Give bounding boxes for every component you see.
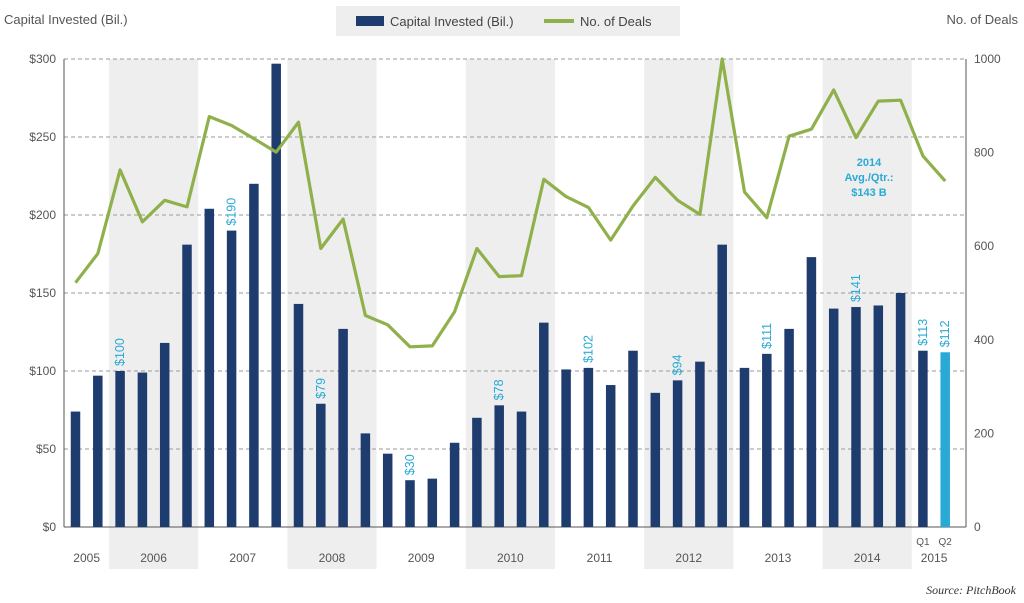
annotation-2014: 2014 Avg./Qtr.: $143 B [844,157,893,199]
bar-capital-20 [516,411,527,527]
bar-capital-39 [940,352,950,527]
annotation-line-1: 2014 [857,157,882,169]
bar-capital-38 [918,350,928,527]
year-label-2010: 2010 [497,551,524,565]
left-tick-label: $250 [29,130,56,144]
bars [70,63,950,528]
bar-capital-30 [739,367,750,527]
bar-capital-11 [316,403,326,527]
right-tick-label: 0 [974,520,981,534]
bar-capital-18 [472,417,482,527]
right-axis-title: No. of Deals [946,12,1018,27]
year-label-2009: 2009 [408,551,435,565]
bar-capital-26 [650,392,661,527]
year-label-2005: 2005 [73,551,100,565]
x-axis-labels: 2005 2006 2007 2008 2009 2010 2011 2012 2013 2014… [73,537,952,565]
right-tick-label: 800 [974,146,994,160]
bar-label-27: $94 [671,354,685,375]
bar-capital-37 [895,293,906,527]
left-tick-label: $0 [43,520,57,534]
bar-label-7: $190 [225,198,239,226]
bar-label-39: $112 [938,320,952,347]
legend-box [336,6,680,36]
bar-capital-31 [762,353,772,527]
gridlines [64,58,966,450]
bar-capital-36 [873,305,884,527]
right-tick-label: 200 [974,426,994,440]
quarter-label-q2: Q2 [939,537,953,548]
bar-capital-35 [851,307,861,527]
bar-label-35: $141 [849,274,863,302]
bar-capital-15 [405,480,415,527]
bar-capital-17 [449,442,460,527]
year-label-2008: 2008 [319,551,346,565]
bar-capital-23 [583,367,594,527]
bar-capital-34 [828,308,839,527]
left-tick-label: $50 [36,442,56,456]
bar-capital-13 [360,433,371,527]
bar-capital-2 [115,371,125,527]
bar-label-38: $113 [916,319,930,346]
bar-label-2: $100 [113,338,127,366]
legend-label-capital: Capital Invested (Bil.) [390,14,514,29]
year-label-2014: 2014 [854,551,881,565]
bar-label-19: $78 [492,379,506,400]
bar-capital-1 [93,375,103,527]
left-tick-label: $200 [29,208,56,222]
bar-label-23: $102 [581,335,595,363]
year-label-2011: 2011 [587,551,613,565]
bar-capital-0 [70,411,81,527]
deals-line [74,57,947,349]
bar-capital-32 [784,328,794,527]
annotation-line-3: $143 B [851,187,887,199]
bar-capital-3 [137,372,148,527]
bar-capital-7 [226,230,237,527]
legend: Capital Invested (Bil.) No. of Deals [336,6,680,36]
bar-capital-4 [159,342,170,527]
bar-label-15: $30 [403,454,417,475]
bar-capital-6 [204,208,215,527]
bar-capital-8 [249,183,259,528]
bar-capital-12 [338,328,348,527]
right-tick-label: 1000 [974,52,1001,66]
bar-capital-9 [271,63,281,528]
bar-capital-22 [561,369,571,527]
source-note: Source: PitchBook [926,583,1017,597]
axes: $0 $50 $100 $150 $200 $250 $300 0 200 400 600 800 10… [29,52,1001,534]
bar-capital-14 [382,453,393,527]
bar-capital-10 [293,303,304,527]
left-tick-label: $150 [29,286,56,300]
year-label-2006: 2006 [140,551,167,565]
bar-capital-21 [539,322,549,527]
legend-label-deals: No. of Deals [580,14,652,29]
year-label-2015: 2015 [921,551,948,565]
left-tick-label: $100 [29,364,56,378]
bar-label-11: $79 [314,378,328,399]
bar-capital-19 [494,405,504,527]
annotation-line-2: Avg./Qtr.: [844,172,893,184]
legend-swatch-capital [356,16,384,26]
year-label-2007: 2007 [229,551,256,565]
bar-capital-29 [717,244,727,527]
right-tick-label: 600 [974,239,994,253]
year-label-2013: 2013 [765,551,792,565]
year-label-2012: 2012 [675,551,702,565]
bar-labels: $100 $190 $79 $30 $78 $102 $94 $111 $141 $113 $112 [113,198,952,475]
bar-capital-5 [182,244,192,527]
bar-capital-16 [427,478,438,527]
bar-capital-24 [605,385,616,527]
bar-capital-25 [628,350,638,527]
deals-line-group [74,57,947,349]
bar-capital-27 [672,380,683,527]
right-tick-label: 400 [974,333,994,347]
bar-label-31: $111 [760,323,774,349]
left-axis-title: Capital Invested (Bil.) [4,12,128,27]
bar-capital-28 [695,361,705,527]
left-tick-label: $300 [29,52,56,66]
quarter-label-q1: Q1 [916,537,930,548]
bar-capital-33 [806,257,817,527]
